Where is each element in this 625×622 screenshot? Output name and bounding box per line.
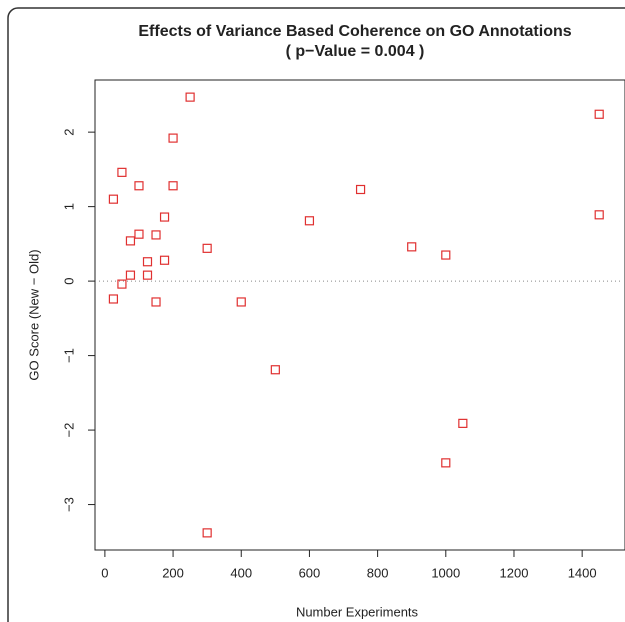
point: [151, 297, 161, 307]
x-tick-label: 400: [230, 565, 252, 580]
point: [441, 458, 451, 468]
frame: [7, 7, 625, 622]
point: [117, 167, 127, 177]
point: [304, 216, 315, 226]
point: [151, 230, 161, 240]
x-tick-label: 1000: [431, 565, 460, 580]
point: [134, 181, 144, 191]
point: [134, 229, 144, 239]
point: [108, 294, 119, 304]
chart-title: Effects of Variance Based Coherence on G…: [138, 23, 571, 40]
point: [202, 243, 212, 253]
point: [159, 212, 170, 222]
x-tick-label: 0: [101, 565, 108, 580]
y-tick-label: 2: [61, 129, 76, 136]
point: [202, 528, 212, 538]
point: [270, 365, 280, 375]
y-tick-label: 1: [61, 203, 76, 210]
y-tick-label: 0: [61, 277, 76, 284]
point: [594, 210, 604, 220]
x-tick-label: 1400: [568, 565, 597, 580]
point: [108, 194, 119, 204]
x-axis-label: Number Experiments: [296, 604, 419, 619]
point: [125, 270, 136, 280]
chart-subtitle: ( p−Value = 0.004 ): [286, 43, 425, 60]
point: [185, 92, 195, 102]
point: [168, 133, 178, 143]
point: [142, 270, 153, 280]
point: [117, 279, 127, 289]
point: [142, 257, 153, 267]
y-tick-label: −3: [61, 497, 76, 512]
x-tick-label: 200: [162, 565, 184, 580]
x-tick-label: 1200: [500, 565, 529, 580]
point: [125, 236, 136, 246]
point: [441, 250, 451, 260]
point: [355, 184, 366, 195]
y-tick-label: −2: [61, 423, 76, 438]
point: [594, 109, 604, 119]
x-tick-label: 800: [367, 565, 389, 580]
point: [236, 297, 246, 307]
y-tick-label: −1: [61, 348, 76, 363]
y-axis-label: GO Score (New − Old): [26, 249, 41, 380]
plot-area: [94, 79, 625, 551]
point: [159, 255, 170, 265]
point: [458, 418, 468, 428]
x-tick-label: 600: [299, 565, 321, 580]
point: [407, 242, 417, 252]
point: [168, 181, 178, 191]
